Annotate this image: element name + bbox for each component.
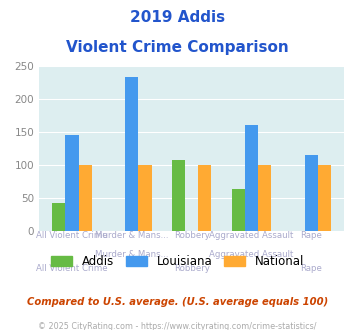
Bar [258,165,271,231]
Text: Compared to U.S. average. (U.S. average equals 100): Compared to U.S. average. (U.S. average … [27,297,328,307]
Text: Murder & Mans...: Murder & Mans... [95,250,169,259]
Text: Aggravated Assault: Aggravated Assault [209,250,294,259]
Bar [138,165,152,231]
Text: All Violent Crime: All Violent Crime [36,264,108,273]
Text: All Violent Crime: All Violent Crime [36,231,108,240]
Bar [318,165,331,231]
Text: Aggravated Assault: Aggravated Assault [209,231,294,240]
Text: Violent Crime Comparison: Violent Crime Comparison [66,40,289,54]
Text: Murder & Mans...: Murder & Mans... [95,231,169,240]
Bar [65,135,78,231]
Text: 2019 Addis: 2019 Addis [130,10,225,25]
Bar [232,189,245,231]
Legend: Addis, Louisiana, National: Addis, Louisiana, National [46,250,309,273]
Bar [305,155,318,231]
Bar [245,125,258,231]
Bar [78,165,92,231]
Text: Rape: Rape [300,264,322,273]
Text: Robbery: Robbery [174,264,210,273]
Bar [198,165,212,231]
Text: Rape: Rape [300,231,322,240]
Bar [172,160,185,231]
Text: © 2025 CityRating.com - https://www.cityrating.com/crime-statistics/: © 2025 CityRating.com - https://www.city… [38,322,317,330]
Bar [52,203,65,231]
Text: Robbery: Robbery [174,231,210,240]
Bar [125,77,138,231]
